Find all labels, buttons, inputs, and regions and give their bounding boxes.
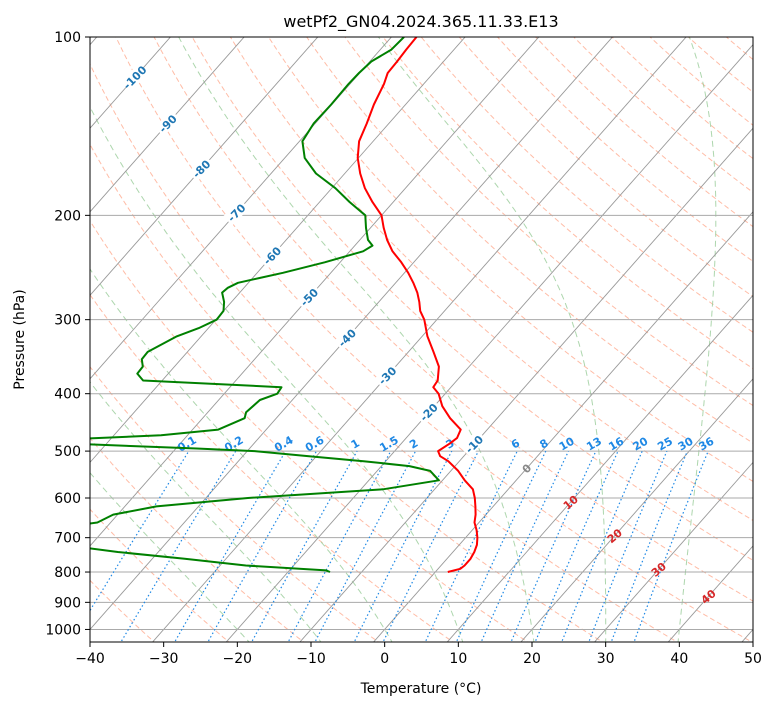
dry-adiabat-line — [496, 37, 753, 262]
isotherm-label-bg — [154, 110, 181, 137]
dry-adiabat-line — [458, 37, 753, 298]
dry-adiabat-line — [267, 37, 753, 482]
mixing-ratio-line — [353, 450, 453, 642]
isotherm-line — [90, 37, 540, 547]
x-tick-label: 10 — [449, 651, 467, 667]
y-tick-label: 600 — [54, 491, 81, 507]
isotherm-label-bg — [223, 199, 250, 226]
plot-area: 0.10.20.40.611.52346810131620253036-100-… — [0, 24, 753, 645]
dry-adiabat-line — [229, 37, 753, 522]
isotherm-line — [151, 37, 687, 642]
isotherm-label-bg — [373, 362, 401, 389]
isotherm-line — [299, 127, 753, 642]
axis-ticks: −40 −30 −20 −10 0 10 20 30 40 50 100 200 300 400 500 60… — [45, 30, 762, 667]
y-tick-label: 300 — [54, 313, 81, 329]
chart-title: wetPf2_GN04.2024.365.11.33.E13 — [283, 12, 558, 32]
y-tick-label: 700 — [54, 531, 81, 547]
dry-adiabat-line — [90, 437, 305, 642]
isotherm-line — [741, 628, 753, 642]
y-tick-label: 800 — [54, 565, 81, 581]
dewpoint-profile-line — [90, 37, 440, 573]
mixing-ratio-line — [610, 450, 688, 642]
x-tick-label: −30 — [149, 651, 179, 667]
mixing-ratio-line — [314, 450, 417, 642]
isotherm-line — [90, 37, 245, 213]
dry-adiabat-line — [90, 366, 380, 642]
isotherm-label-bg — [460, 430, 487, 458]
y-tick-label: 200 — [54, 208, 81, 224]
isotherm-line — [593, 461, 753, 642]
y-tick-label: 100 — [54, 30, 81, 46]
x-tick-label: 50 — [744, 651, 762, 667]
x-tick-label: 40 — [670, 651, 688, 667]
moist-adiabat-line — [90, 472, 250, 642]
isotherm-line — [90, 37, 466, 464]
dry-adiabat-line — [306, 37, 753, 444]
dry-adiabat-line — [115, 37, 753, 642]
x-tick-label: 20 — [523, 651, 541, 667]
y-axis-label: Pressure (hPa) — [12, 289, 28, 389]
dry-adiabat-line — [90, 293, 454, 642]
mixing-ratio-label: 6 — [509, 436, 522, 451]
dry-adiabat-line — [725, 37, 753, 61]
x-tick-label: 0 — [380, 651, 389, 667]
isotherm-label-bg — [295, 283, 322, 311]
x-tick-label: −40 — [75, 651, 105, 667]
mixing-ratio-line — [455, 450, 547, 642]
dry-adiabat-line — [153, 37, 753, 602]
y-tick-label: 500 — [54, 444, 81, 460]
plot-frame — [89, 36, 754, 643]
isotherm-line — [667, 545, 753, 642]
dry-adiabat-line — [344, 37, 753, 407]
dry-adiabat-line — [420, 37, 753, 333]
x-axis-label: Temperature (°C) — [360, 681, 482, 697]
x-tick-label: −20 — [223, 651, 253, 667]
moist-adiabat-line — [178, 37, 535, 642]
mixing-ratio-line — [120, 450, 237, 642]
mixing-ratio-line — [633, 450, 709, 642]
temperature-profile-line — [356, 37, 479, 573]
mixing-ratio-line — [561, 450, 643, 642]
isotherm-line — [446, 294, 753, 642]
y-tick-label: 1000 — [45, 622, 81, 638]
mixing-ratio-line — [534, 450, 619, 642]
dry-adiabat-line — [191, 37, 753, 561]
dry-adiabat-line — [0, 24, 7, 645]
mixing-ratio-label: 2 — [407, 437, 420, 452]
isotherm-line — [90, 37, 172, 129]
isotherm-label-bg — [121, 63, 148, 91]
isotherm-line — [90, 37, 319, 296]
mixing-ratio-line — [510, 450, 597, 642]
mixing-ratio-line — [251, 450, 358, 642]
isotherm-label: -100 — [121, 63, 150, 92]
y-tick-label: 400 — [54, 387, 81, 403]
isotherm-label-bg — [258, 242, 285, 269]
mixing-ratio-line — [287, 450, 392, 642]
y-tick-label: 900 — [54, 595, 81, 611]
mixing-ratio-line — [588, 450, 668, 642]
mixing-ratio-line — [174, 450, 287, 642]
isotherm-label-bg — [187, 155, 215, 182]
mixing-ratio-line — [424, 450, 518, 642]
isotherm-line — [372, 211, 753, 642]
moist-adiabat-line — [90, 105, 464, 642]
mixing-ratio-line — [90, 450, 190, 612]
x-tick-label: 30 — [597, 651, 615, 667]
isotherm-label-bg — [415, 398, 442, 426]
dry-adiabat-line — [573, 37, 753, 194]
moist-adiabat-line — [677, 37, 717, 642]
dry-adiabat-line — [90, 62, 679, 642]
dry-adiabat-line — [649, 37, 753, 126]
x-tick-label: −10 — [296, 651, 326, 667]
isotherm-line — [225, 44, 753, 642]
isotherm-label-bg — [333, 324, 360, 351]
mixing-ratio-label: 1 — [349, 437, 362, 452]
isotherm-line — [520, 378, 753, 642]
